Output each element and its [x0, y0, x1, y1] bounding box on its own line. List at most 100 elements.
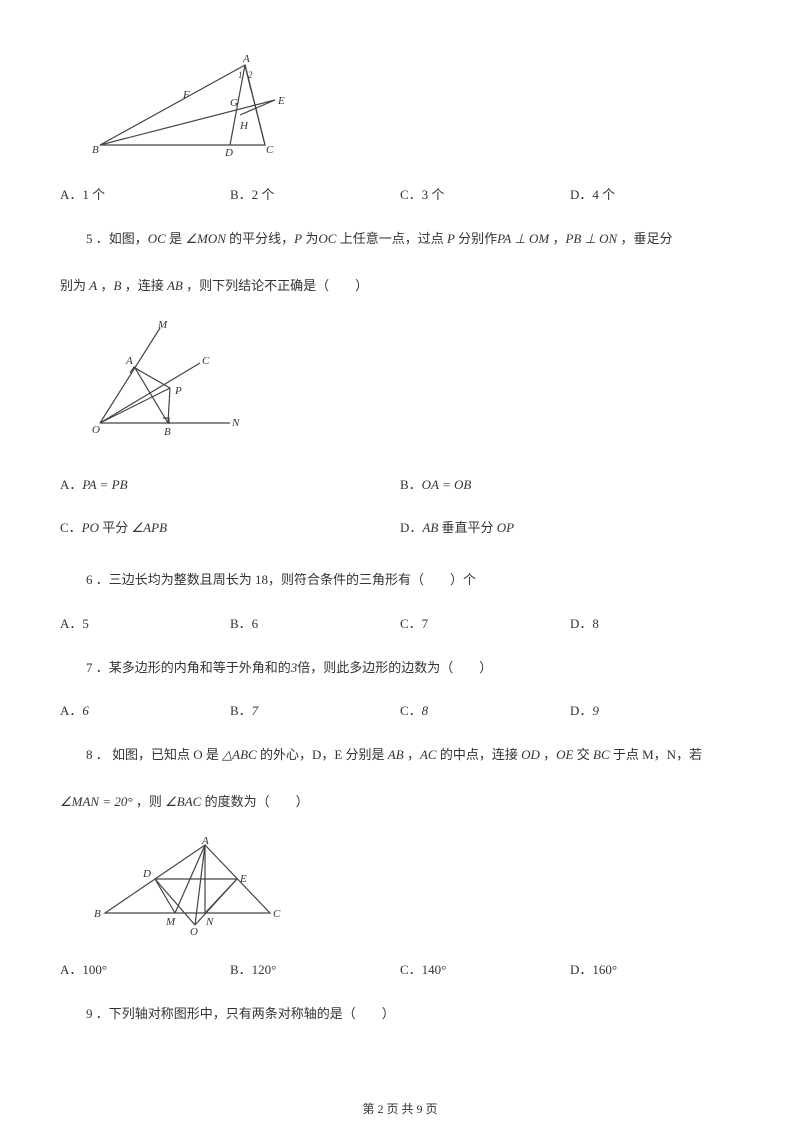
q7-t1: 7 ．某多边形的内角和等于外角和的 [86, 660, 291, 675]
q5-t6: 分别作 [455, 231, 497, 246]
f3-A: A [201, 835, 209, 847]
q4-opt-a[interactable]: A．1 个 [60, 184, 230, 203]
q8-opt-c[interactable]: C．140° [400, 959, 570, 978]
q5-t1: 5 ．如图， [86, 231, 148, 246]
q5-t4: 为 [302, 231, 318, 246]
q7-t2: 倍，则此多边形的边数为（ ） [297, 660, 492, 675]
q5-m5: P [447, 231, 455, 246]
f3-C: C [273, 908, 281, 920]
q6-text: 6 ．三边长均为整数且周长为 18，则符合条件的三角形有（ ）个 [60, 566, 740, 595]
q5b-pre: B． [400, 477, 422, 492]
q5-opt-a[interactable]: A．PA = PB [60, 474, 400, 493]
q5-options: A．PA = PB B．OA = OB C．PO 平分 ∠APB D．AB 垂直… [60, 462, 740, 548]
q7a-m: 6 [82, 703, 89, 718]
f3-M: M [165, 916, 176, 928]
q8-opt-b[interactable]: B．120° [230, 959, 400, 978]
q7-opt-d[interactable]: D．9 [570, 700, 740, 719]
lbl-D: D [224, 147, 233, 159]
q5-text-line2: 别为 A ，B ，连接 AB ，则下列结论不正确是（ ） [60, 272, 740, 301]
f2-O: O [92, 424, 100, 436]
lbl-G: G [230, 97, 238, 109]
lbl-2: 2 [248, 70, 253, 80]
q7c-m: 8 [422, 703, 429, 718]
q7-opt-c[interactable]: C．8 [400, 700, 570, 719]
q8-t6: 交 [573, 747, 593, 762]
q7c-p: C． [400, 703, 422, 718]
lbl-E: E [277, 95, 285, 107]
lbl-H: H [239, 120, 249, 132]
lbl-1: 1 [238, 70, 243, 80]
q7-options: A．6 B．7 C．8 D．9 [60, 700, 740, 719]
lbl-A: A [242, 53, 250, 65]
q8-svg: A B C D E M N O [90, 835, 290, 935]
q4-opt-c[interactable]: C．3 个 [400, 184, 570, 203]
f2-N: N [231, 417, 240, 429]
q5-opt-b[interactable]: B．OA = OB [400, 474, 740, 493]
q8-t7: 于点 M，N，若 [610, 747, 702, 762]
q5-m3: P [294, 231, 302, 246]
q7-opt-a[interactable]: A．6 [60, 700, 230, 719]
q5-m10: AB [167, 278, 183, 293]
lbl-C: C [266, 144, 274, 156]
q5d-pre: D． [400, 520, 422, 535]
q8-l2m1: ∠MAN = 20° [60, 794, 133, 809]
q5-t3: 的平分线， [226, 231, 294, 246]
q6-opt-d[interactable]: D．8 [570, 613, 740, 632]
q5-opt-c[interactable]: C．PO 平分 ∠APB [60, 517, 400, 536]
q5-text: 5 ．如图，OC 是 ∠MON 的平分线，P 为OC 上任意一点，过点 P 分别… [60, 225, 740, 254]
f3-B: B [94, 908, 101, 920]
q5c-m: PO [82, 520, 99, 535]
q8-t3: ， [404, 747, 420, 762]
q4-opt-b[interactable]: B．2 个 [230, 184, 400, 203]
q8-figure: A B C D E M N O [90, 835, 740, 939]
q5c-t: 平分 [99, 520, 132, 535]
q8-t2: 的外心，D，E 分别是 [257, 747, 388, 762]
q7d-p: D． [570, 703, 592, 718]
q7a-p: A． [60, 703, 82, 718]
q8-opt-d[interactable]: D．160° [570, 959, 740, 978]
f2-P: P [174, 385, 182, 397]
q5-t8: ，垂足分 [617, 231, 672, 246]
q8-m6: BC [593, 747, 610, 762]
q7-opt-b[interactable]: B．7 [230, 700, 400, 719]
q5-opt-d[interactable]: D．AB 垂直平分 OP [400, 517, 740, 536]
q5-m2: ∠MON [185, 231, 226, 246]
q8-l2m2: ∠BAC [165, 794, 201, 809]
q8-l2t2: 的度数为（ ） [201, 794, 308, 809]
q8-m3: AC [420, 747, 437, 762]
q6-opt-c[interactable]: C．7 [400, 613, 570, 632]
q5-t5: 上任意一点，过点 [336, 231, 447, 246]
q8-text: 8 ． 如图，已知点 O 是 △ABC 的外心，D，E 分别是 AB ，AC 的… [60, 741, 740, 770]
q5d-m: AB [422, 520, 438, 535]
q8-t1: 8 ． 如图，已知点 O 是 [86, 747, 222, 762]
q5b-m: OA = OB [422, 477, 472, 492]
q8-t5: ， [540, 747, 556, 762]
q5a-m: PA = PB [82, 477, 127, 492]
q5d-m2: OP [497, 520, 514, 535]
q4-opt-d[interactable]: D．4 个 [570, 184, 740, 203]
q5d-t: 垂直平分 [438, 520, 497, 535]
q5-t2: 是 [166, 231, 186, 246]
f3-D: D [142, 868, 151, 880]
q8-text-line2: ∠MAN = 20° ，则 ∠BAC 的度数为（ ） [60, 788, 740, 817]
q8-m2: AB [388, 747, 404, 762]
f2-B: B [164, 426, 171, 438]
f3-N: N [205, 916, 214, 928]
q5-m6: PA ⊥ OM [497, 231, 549, 246]
q5-l2-t1: 别为 [60, 278, 89, 293]
q8-opt-a[interactable]: A．100° [60, 959, 230, 978]
q6-opt-a[interactable]: A．5 [60, 613, 230, 632]
q8-m1: △ABC [222, 747, 257, 762]
q7b-m: 7 [252, 703, 259, 718]
q5-l2-t2: ， [97, 278, 113, 293]
q5-t7: ， [549, 231, 565, 246]
page-footer: 第 2 页 共 9 页 [0, 1100, 800, 1117]
lbl-F: F [182, 89, 190, 101]
q5-l2-t3: ，连接 [121, 278, 167, 293]
q5-figure: O M N A B C P [90, 318, 740, 442]
q6-opt-b[interactable]: B．6 [230, 613, 400, 632]
f3-O: O [190, 926, 198, 935]
q5c-m2: ∠APB [132, 520, 167, 535]
q8-l2t1: ，则 [133, 794, 166, 809]
q5-svg: O M N A B C P [90, 318, 250, 438]
